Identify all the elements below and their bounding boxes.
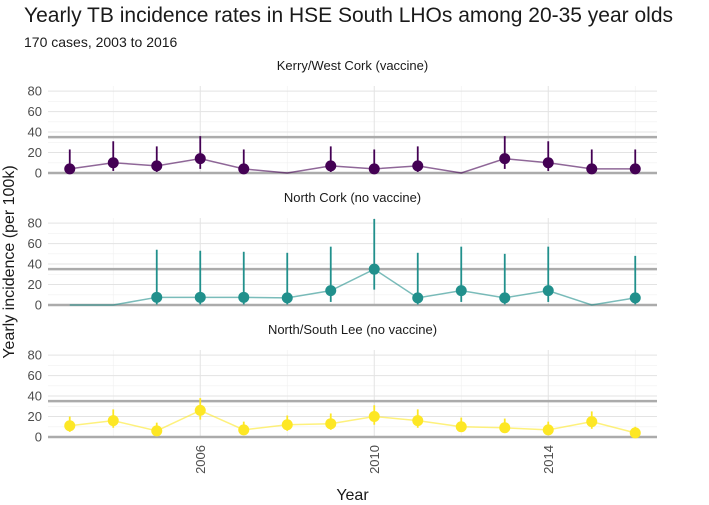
x-tick-label: 2014	[541, 445, 556, 474]
data-point	[455, 421, 467, 433]
data-point	[412, 160, 424, 172]
data-point	[542, 285, 554, 297]
data-point	[325, 418, 337, 430]
data-point	[107, 415, 119, 427]
y-tick-label: 20	[28, 277, 42, 292]
data-point	[107, 157, 119, 169]
y-tick-label: 60	[28, 368, 42, 383]
y-tick-label: 20	[28, 145, 42, 160]
y-axis-title: Yearly incidence (per 100k)	[1, 165, 18, 358]
chart-subtitle: 170 cases, 2003 to 2016	[24, 34, 178, 50]
x-tick-label: 2006	[193, 445, 208, 474]
data-point	[629, 163, 641, 175]
data-point	[325, 160, 337, 172]
y-tick-label: 80	[28, 348, 42, 363]
panel-3: North/South Lee (no vaccine) 0 20 40 60 80	[28, 322, 657, 445]
y-tick-label: 40	[28, 257, 42, 272]
data-point	[281, 419, 293, 431]
data-point	[368, 163, 380, 175]
panel-strip-label: North/South Lee (no vaccine)	[268, 322, 437, 337]
data-point	[499, 153, 511, 165]
y-tick-label: 0	[35, 430, 42, 445]
data-point	[238, 291, 250, 303]
data-point	[629, 427, 641, 439]
y-tick-label: 80	[28, 216, 42, 231]
data-point	[151, 291, 163, 303]
chart-title: Yearly TB incidence rates in HSE South L…	[24, 4, 674, 27]
y-tick-label: 80	[28, 84, 42, 99]
data-point	[542, 424, 554, 436]
y-tick-label: 40	[28, 389, 42, 404]
data-point	[586, 163, 598, 175]
data-point	[586, 416, 598, 428]
data-point	[151, 160, 163, 172]
x-axis-title: Year	[336, 487, 369, 504]
data-point	[499, 422, 511, 434]
data-point	[238, 424, 250, 436]
panel-1: Kerry/West Cork (vaccine) 0 20 40 60 80	[28, 58, 657, 181]
panel-2: North Cork (no vaccine) 0 20 40 60 80	[28, 190, 657, 313]
data-point	[412, 292, 424, 304]
y-tick-label: 60	[28, 236, 42, 251]
data-point	[281, 292, 293, 304]
data-point	[194, 291, 206, 303]
series-line	[69, 409, 636, 434]
panel-strip-label: Kerry/West Cork (vaccine)	[277, 58, 428, 73]
y-tick-label: 40	[28, 125, 42, 140]
data-point	[151, 425, 163, 437]
data-point	[238, 163, 250, 175]
data-point	[64, 163, 76, 175]
data-point	[325, 285, 337, 297]
data-point	[194, 153, 206, 165]
y-tick-label: 0	[35, 298, 42, 313]
data-point	[629, 292, 641, 304]
series-line	[69, 157, 636, 174]
data-point	[455, 285, 467, 297]
series-line	[69, 268, 636, 306]
panel-strip-label: North Cork (no vaccine)	[284, 190, 421, 205]
data-point	[64, 420, 76, 432]
data-point	[412, 415, 424, 427]
y-tick-label: 20	[28, 409, 42, 424]
y-tick-label: 0	[35, 166, 42, 181]
data-point	[368, 263, 380, 275]
data-point	[368, 411, 380, 423]
data-point	[499, 292, 511, 304]
y-tick-label: 60	[28, 104, 42, 119]
data-point	[542, 157, 554, 169]
data-point	[194, 404, 206, 416]
x-tick-label: 2010	[367, 445, 382, 474]
